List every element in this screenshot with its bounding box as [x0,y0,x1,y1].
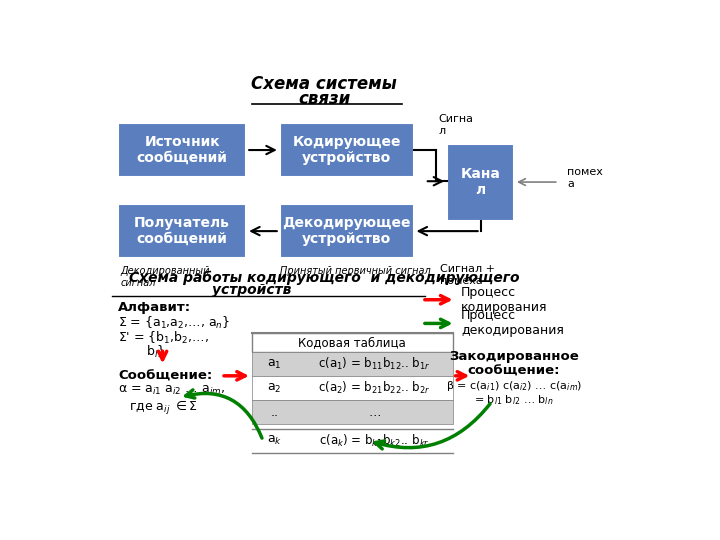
Text: c(a$_2$) = b$_{21}$b$_{22}$.. b$_{2r}$: c(a$_2$) = b$_{21}$b$_{22}$.. b$_{2r}$ [318,380,431,396]
Text: β = c(a$_{i1}$) c(a$_{i2}$) … c(a$_{im}$): β = c(a$_{i1}$) c(a$_{i2}$) … c(a$_{im}$… [446,379,582,393]
FancyArrowPatch shape [186,390,262,438]
FancyBboxPatch shape [280,123,414,177]
Text: Процесс
декодирования: Процесс декодирования [461,309,564,338]
FancyBboxPatch shape [252,429,453,453]
FancyBboxPatch shape [447,144,514,221]
Text: $\Sigma$' = {b$_1$,b$_2$,…,: $\Sigma$' = {b$_1$,b$_2$,…, [118,330,209,346]
Text: Кана
л: Кана л [461,167,500,197]
Text: α = a$_{i1}$ a$_{i2}$ … a$_{im}$,: α = a$_{i1}$ a$_{i2}$ … a$_{im}$, [118,384,225,397]
Text: устройств: устройств [212,283,292,297]
Text: Принятый первичный сигнал: Принятый первичный сигнал [280,266,431,276]
Text: Сигнал +
помеха: Сигнал + помеха [441,265,495,286]
Text: $\Sigma$ = {a$_1$,a$_2$,…, a$_n$}: $\Sigma$ = {a$_1$,a$_2$,…, a$_n$} [118,315,230,331]
Text: где a$_{ij}$ $\in\Sigma$: где a$_{ij}$ $\in\Sigma$ [129,399,198,417]
Text: = b$_{l1}$ b$_{l2}$ … b$_{ln}$: = b$_{l1}$ b$_{l2}$ … b$_{ln}$ [474,393,554,407]
FancyBboxPatch shape [280,204,414,258]
FancyBboxPatch shape [252,352,453,376]
Text: Закодированное
сообщение:: Закодированное сообщение: [449,349,579,377]
Text: Схема системы: Схема системы [251,75,397,92]
Text: Декодирующее
устройство: Декодирующее устройство [282,216,411,246]
Text: связи: связи [298,90,351,108]
Text: Кодирующее
устройство: Кодирующее устройство [292,135,401,165]
Text: Получатель
сообщений: Получатель сообщений [134,216,230,246]
Text: Схема работы кодирующего  и декодирующего: Схема работы кодирующего и декодирующего [129,271,520,285]
FancyBboxPatch shape [252,333,453,352]
Text: Процесс
кодирования: Процесс кодирования [461,286,548,314]
FancyBboxPatch shape [252,376,453,400]
Text: Алфавит:: Алфавит: [118,301,191,314]
FancyArrowPatch shape [375,404,490,449]
Text: Сообщение:: Сообщение: [118,369,212,382]
Text: c(a$_k$) = b$_{k1}$b$_{k2}$.. b$_{kr}$: c(a$_k$) = b$_{k1}$b$_{k2}$.. b$_{kr}$ [319,433,430,449]
FancyBboxPatch shape [118,204,246,258]
Text: …: … [369,406,381,419]
FancyBboxPatch shape [118,123,246,177]
FancyBboxPatch shape [252,400,453,424]
Text: c(a$_1$) = b$_{11}$b$_{12}$.. b$_{1r}$: c(a$_1$) = b$_{11}$b$_{12}$.. b$_{1r}$ [318,356,431,372]
Text: a$_1$: a$_1$ [267,357,282,371]
Text: a$_2$: a$_2$ [267,382,282,395]
Text: b$_l$}: b$_l$} [145,344,165,360]
Text: Декодированный
сигнал: Декодированный сигнал [121,266,210,288]
Text: ..: .. [270,406,278,419]
Text: Источник
сообщений: Источник сообщений [137,135,228,165]
Text: Кодовая таблица: Кодовая таблица [298,336,406,349]
Text: помех
а: помех а [567,167,603,188]
Text: Сигна
л: Сигна л [438,114,474,136]
Text: a$_k$: a$_k$ [266,434,282,447]
